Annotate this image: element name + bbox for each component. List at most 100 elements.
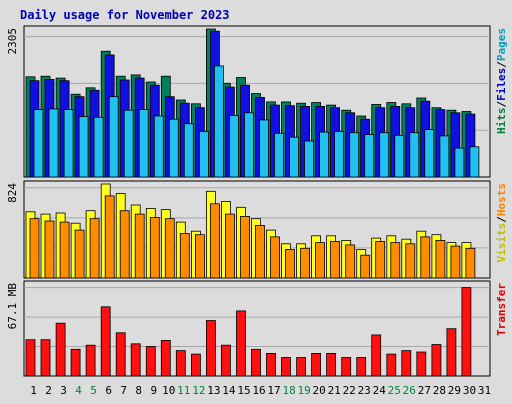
bar-transfer [70,348,81,377]
x-tick-label: 13 [207,384,220,397]
bar-pages [33,109,44,178]
series-label: Hits/Files/Pages [495,28,508,134]
bar-transfer [190,353,201,377]
series-label-part: Files [495,68,508,101]
bar-transfer [175,350,186,377]
bar-hosts [330,241,341,279]
bar-pages [138,109,149,178]
bar-transfer [326,352,337,377]
bar-hosts [194,234,205,279]
bar-transfer [251,348,261,377]
x-tick-label: 3 [60,384,67,397]
bar-hosts [345,244,356,279]
x-tick-label: 29 [448,384,461,397]
x-tick-label: 8 [135,384,142,397]
x-tick-label: 14 [222,384,236,397]
bar-pages [183,123,194,178]
bar-hosts [179,233,190,279]
bar-pages [213,65,224,178]
bar-hosts [300,247,311,279]
bar-hosts [435,239,446,279]
bar-pages [153,115,164,178]
bar-hosts [420,236,431,279]
series-label-part: Visits [495,223,508,263]
x-tick-label: 30 [463,384,476,397]
bar-hosts [119,210,130,279]
bar-hosts [255,225,265,279]
bar-pages [259,119,269,178]
bar-transfer [296,357,307,377]
x-tick-label: 24 [373,384,387,397]
x-tick-label: 4 [75,384,82,397]
bar-transfer [416,351,427,377]
bar-pages [93,116,104,178]
x-tick-label: 9 [150,384,157,397]
bar-hosts [104,195,115,279]
bar-transfer [55,322,66,377]
bar-hosts [465,247,476,279]
bar-hosts [285,249,295,279]
bar-hosts [44,220,55,279]
x-axis-labels: 1 2 3 4 5 6 7 8 9 10 11 12 13 14 15 16 17 18 19 20 21 22 23 24 2… [30,384,491,397]
x-tick-label: 12 [192,384,205,397]
bar-transfer [446,328,457,377]
bar-transfer [85,344,96,377]
series-label-part: Pages [495,28,508,61]
bar-transfer [130,343,141,377]
bar-pages [63,109,74,178]
x-tick-label: 15 [237,384,250,397]
x-tick-label: 22 [343,384,356,397]
bar-pages [454,147,465,178]
x-tick-label: 19 [297,384,310,397]
bar-pages [108,96,119,178]
x-tick-label: 5 [90,384,97,397]
bar-pages [244,112,254,178]
bar-pages [198,130,209,178]
bar-hosts [209,203,220,279]
bar-transfer [281,357,291,377]
bar-pages [349,132,360,178]
bar-hosts [74,229,85,279]
bar-transfer [401,350,412,377]
bar-pages [469,146,480,178]
x-tick-label: 20 [312,384,325,397]
x-tick-label: 7 [120,384,127,397]
x-tick-label: 2 [45,384,52,397]
bar-pages [379,132,390,178]
bar-hosts [450,245,461,279]
bar-transfer [461,287,472,377]
bar-hosts [315,242,326,279]
x-tick-label: 17 [267,384,280,397]
bar-hosts [89,218,100,279]
x-tick-label: 26 [403,384,416,397]
bar-hosts [59,221,70,279]
bar-pages [78,116,89,178]
series-label-part: Transfer [495,283,508,336]
series-pages [33,65,480,178]
bar-pages [289,136,299,178]
x-tick-label: 27 [418,384,431,397]
bar-pages [48,108,59,178]
bar-transfer [100,306,111,377]
bar-transfer [356,357,367,377]
bar-pages [304,140,315,178]
y-max-label: 2305 [6,28,19,55]
x-tick-label: 11 [177,384,190,397]
bar-transfer [341,357,352,377]
bar-pages [409,132,420,178]
bar-transfer [160,339,171,377]
bar-pages [123,109,134,178]
bar-hosts [29,218,40,279]
series-label: Transfer [495,283,508,336]
bar-transfer [205,320,216,377]
bar-hosts [375,241,386,279]
x-tick-label: 1 [30,384,37,397]
bar-hosts [270,236,280,279]
bar-transfer [115,332,126,377]
bar-pages [228,115,239,178]
bar-hosts [224,213,235,279]
series-label-part: Hits [495,108,508,135]
x-tick-label: 31 [478,384,491,397]
bar-pages [364,134,375,178]
